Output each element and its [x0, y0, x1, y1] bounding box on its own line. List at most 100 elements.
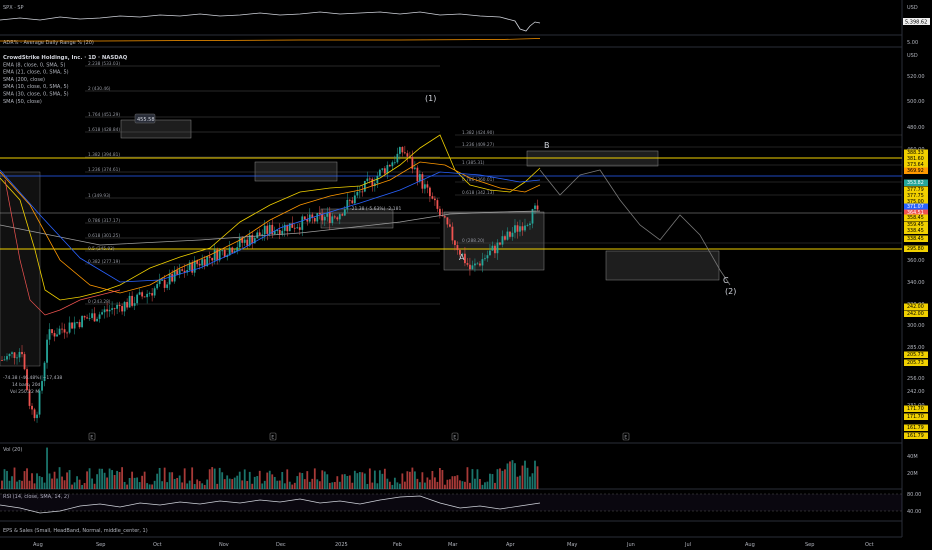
candle-body [434, 198, 436, 201]
candle-body [521, 226, 524, 231]
volume-bar [526, 467, 529, 489]
candle-body [203, 259, 206, 267]
volume-bar [509, 461, 511, 489]
wave-label-c: C [723, 276, 729, 285]
main-currency: USD [907, 53, 918, 59]
candle-body [223, 249, 226, 257]
price-tag-label: 369.92 [907, 168, 924, 174]
price-tag-label: 295.80 [907, 246, 924, 252]
legend-item[interactable]: SMA (50, close) [3, 99, 42, 105]
candle-body [76, 322, 78, 323]
candle-body [499, 242, 501, 245]
volume-bar [506, 463, 509, 489]
price-tag [904, 221, 928, 228]
candle-body [51, 329, 53, 334]
candle-body [504, 236, 506, 240]
volume-bar [459, 480, 461, 489]
candle-body [196, 260, 199, 264]
candle-body [266, 225, 269, 234]
candle-body [156, 284, 159, 289]
candle-body [481, 259, 484, 266]
price-tag [904, 359, 928, 366]
price-axis[interactable]: 520.00500.00480.00460.00440.00420.00400.… [907, 74, 925, 439]
candle-body [81, 316, 83, 328]
volume-bar [36, 473, 38, 489]
volume-bar [333, 482, 336, 489]
price-tag [904, 209, 928, 216]
volume-bar [266, 472, 269, 489]
volume-bar [83, 483, 86, 489]
volume-bar [499, 468, 501, 489]
candle-body [338, 214, 341, 220]
volume-bar [358, 472, 361, 489]
legend-item[interactable]: SMA (200, close) [3, 77, 45, 83]
volume-bar [91, 478, 93, 489]
candle-body [238, 237, 241, 248]
legend-item[interactable]: SMA (30, close, 0, SMA, 5) [3, 92, 69, 98]
candle-body [311, 214, 314, 219]
candle-body [486, 255, 489, 259]
candle-body [141, 292, 144, 297]
volume-bar [41, 477, 43, 489]
legend-item[interactable]: SMA (10, close, 0, SMA, 5) [3, 84, 69, 90]
volume-bar [101, 468, 103, 489]
legend-item[interactable]: CrowdStrike Holdings, Inc. · 1D · NASDAQ [3, 55, 128, 61]
candle-body [131, 295, 134, 306]
volume-bar [218, 467, 221, 489]
volume-bar [198, 481, 201, 489]
volume-bar [171, 472, 174, 489]
candle-body [356, 191, 359, 196]
candle-body [489, 250, 491, 256]
candle-body [31, 405, 33, 410]
volume-bar [336, 476, 339, 489]
candle-body [263, 225, 266, 235]
candle-body [331, 216, 334, 223]
candle-body [1, 360, 3, 361]
candle-body [166, 284, 169, 288]
fib-label: 0.786 (317.17) [88, 218, 120, 224]
time-axis-label: Aug [33, 542, 43, 548]
volume-bar [521, 465, 524, 489]
volume-bars [1, 447, 539, 489]
price-axis-label: 360.00 [907, 258, 925, 264]
candle-body [376, 175, 379, 184]
earnings-marker-label: E [624, 435, 627, 441]
candle-body [136, 294, 139, 304]
candle-body [348, 199, 351, 201]
candle-body [303, 216, 306, 220]
fib-labels: 2.238 (533.03) 2 (430.46) 1.764 (451.29) 1.… [88, 61, 494, 305]
candle-body [118, 304, 121, 307]
volume-bar [341, 474, 344, 489]
time-axis-label: 2025 [335, 542, 348, 548]
volume-bar [156, 473, 159, 489]
fib-label: 1.236 (374.61) [88, 167, 120, 173]
time-axis[interactable]: Aug Sep Oct Nov Dec 2025 Feb Mar Apr May Jun Jul Aug… [33, 542, 874, 548]
volume-bar [273, 476, 276, 489]
volume-bar [454, 476, 456, 489]
volume-bar [258, 470, 261, 489]
volume-bar [441, 470, 444, 489]
volume-bar [61, 476, 63, 489]
volume-bar [428, 479, 431, 489]
candle-body [3, 359, 6, 361]
price-tag [904, 432, 928, 439]
volume-bar [78, 479, 81, 489]
volume-bar [306, 471, 309, 489]
candle-body [318, 213, 321, 215]
candle-body [353, 195, 356, 204]
candle-body [183, 270, 186, 273]
volume-bar [476, 469, 479, 489]
volume-bar [524, 460, 526, 489]
legend-item[interactable]: EMA (21, close, 0, SMA, 5) [3, 70, 69, 76]
candle-body [96, 318, 98, 322]
volume-bar [436, 481, 439, 489]
indicator-legend[interactable]: CrowdStrike Holdings, Inc. · 1D · NASDAQ… [3, 55, 128, 105]
candle-body [6, 356, 8, 360]
legend-item[interactable]: EMA (8, close, 0, SMA, 5) [3, 62, 65, 68]
candle-body [454, 240, 456, 246]
volume-bar [236, 475, 239, 489]
volume-bar [98, 468, 101, 489]
volume-bar [46, 447, 48, 489]
